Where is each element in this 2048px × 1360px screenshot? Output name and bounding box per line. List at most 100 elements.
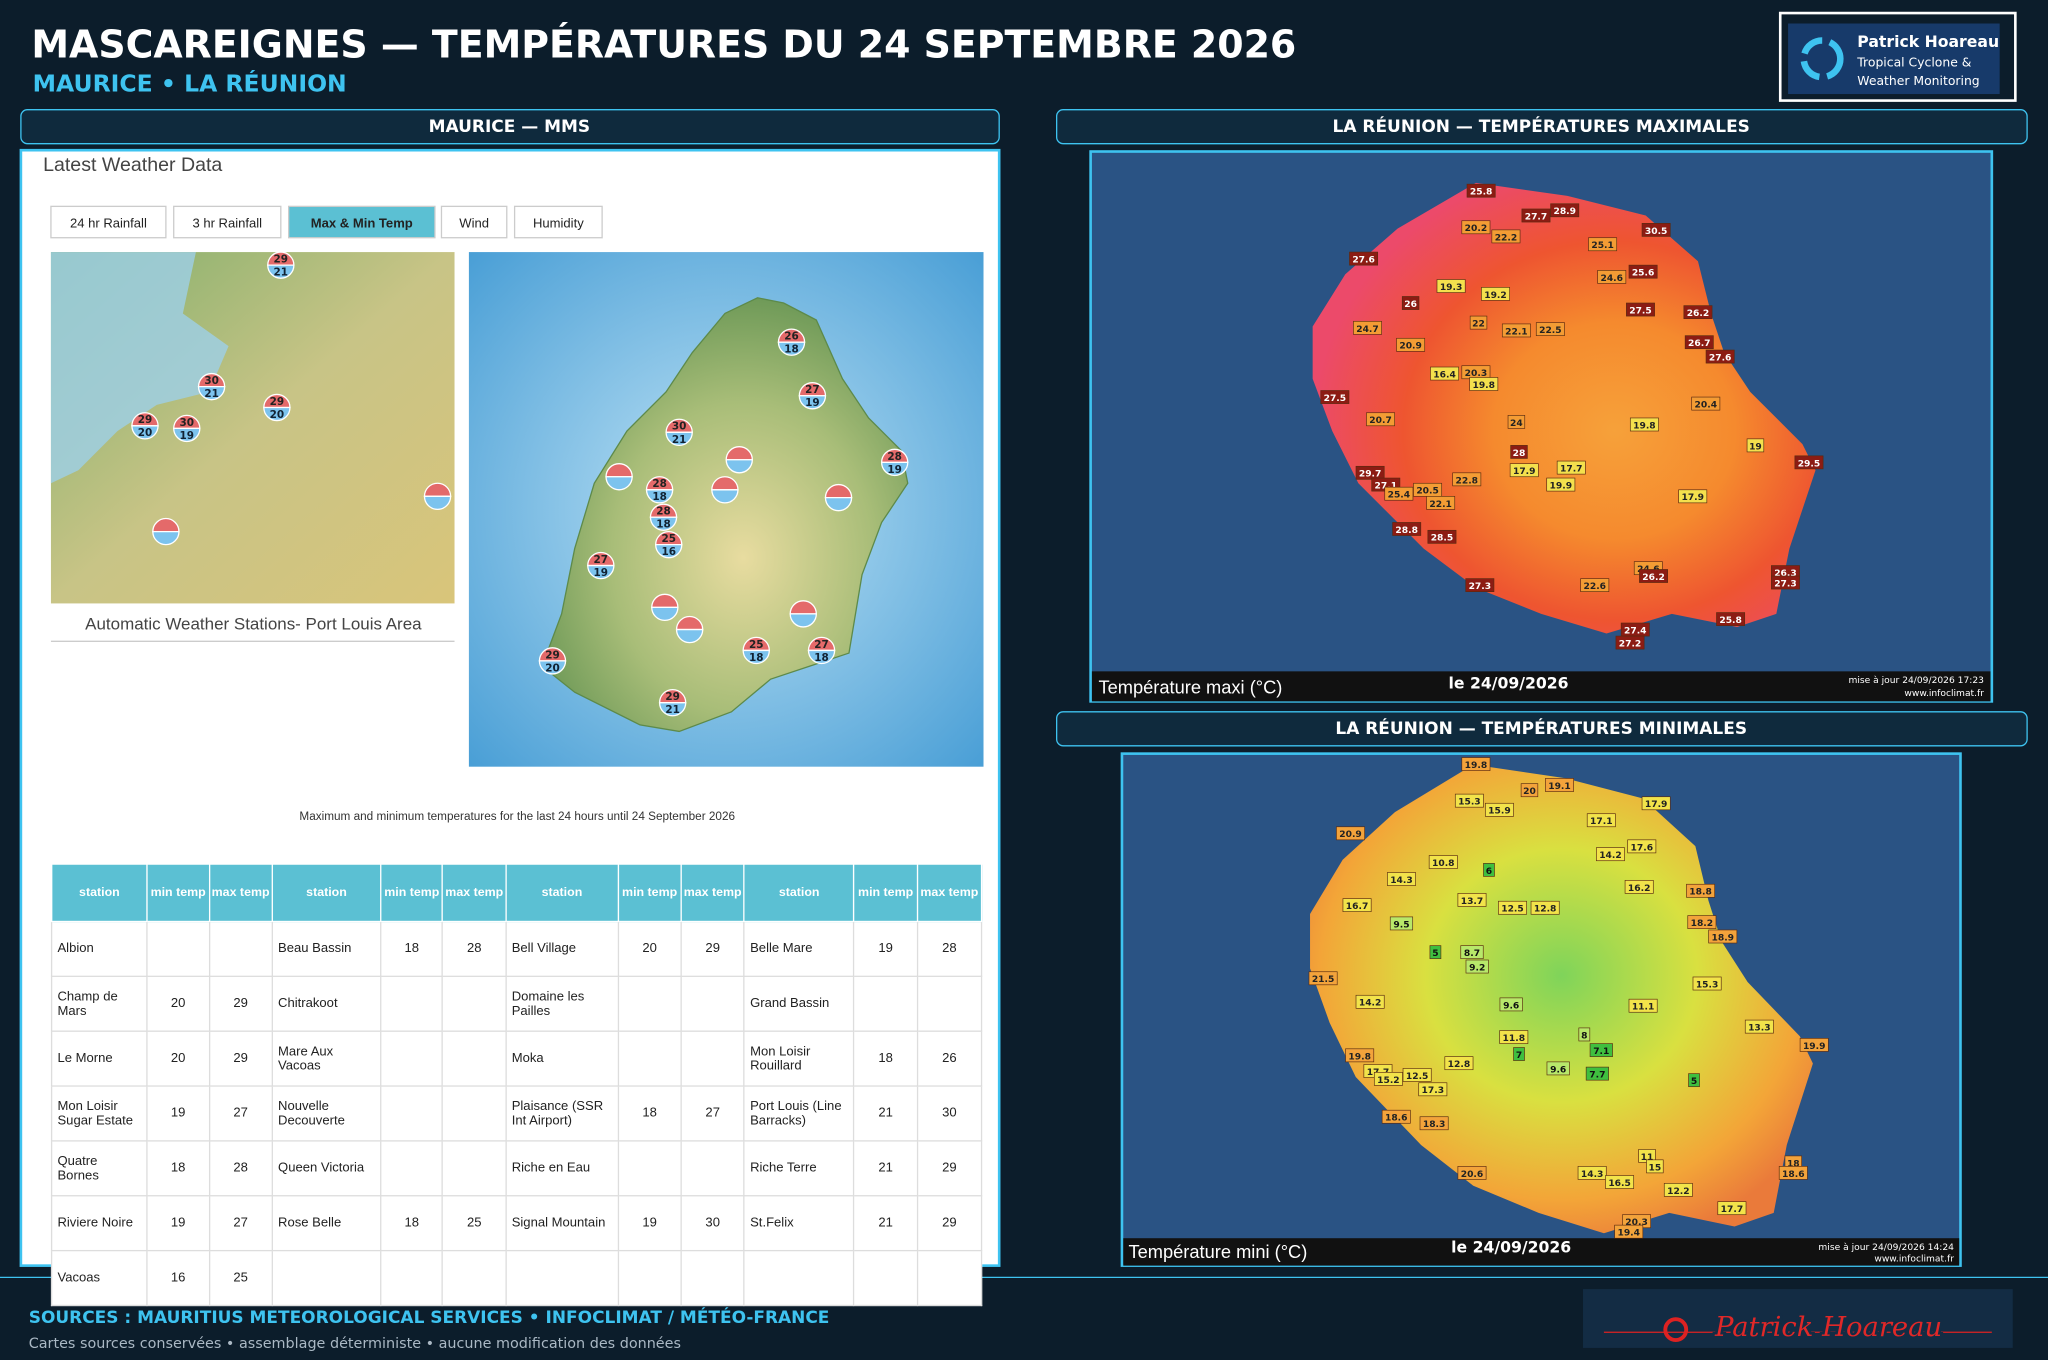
value-label: 26 — [1404, 300, 1417, 310]
column-header: min temp — [146, 863, 210, 923]
label-box — [1586, 813, 1616, 828]
tab-label: 3 hr Rainfall — [192, 215, 262, 230]
value-label: 11 — [1641, 1153, 1654, 1163]
table-row: Riviere Noire 19 27 Rose Belle 18 25 Signal Mo… — [50, 1195, 983, 1252]
value-label: 7 — [1516, 1051, 1522, 1061]
tab[interactable] — [287, 205, 436, 239]
label-box — [1585, 1066, 1609, 1081]
value-label: 20.3 — [1465, 369, 1488, 379]
column-header: station — [50, 863, 148, 923]
min-half — [605, 476, 633, 491]
logo-name: Patrick Hoareau — [1857, 32, 1999, 51]
tab[interactable] — [50, 205, 167, 239]
value-label: 15.3 — [1696, 980, 1719, 990]
table-row: Quatre Bornes 18 28 Queen Victoria Riche en … — [50, 1140, 983, 1197]
min-half — [824, 496, 853, 512]
legend-bar — [1123, 1238, 1960, 1266]
label-box — [1336, 826, 1365, 841]
label-box — [1628, 998, 1658, 1013]
temp-cell: 25 — [442, 1195, 507, 1252]
min-half — [651, 606, 679, 622]
column-header: max temp — [680, 863, 745, 923]
column-header: min temp — [853, 863, 918, 923]
label-box — [1646, 1159, 1664, 1174]
label-box — [1686, 883, 1716, 898]
station-cell: Chitrakoot — [271, 975, 382, 1032]
temp-cell: 18 — [380, 1195, 444, 1252]
column-header: max temp — [208, 863, 273, 923]
label-box — [1597, 270, 1627, 284]
value-label: 19.9 — [1803, 1042, 1826, 1052]
value-label: 15.9 — [1488, 807, 1511, 817]
value-label: 20.7 — [1369, 416, 1392, 426]
tab[interactable] — [173, 205, 282, 239]
label-box — [1530, 900, 1560, 915]
logo-tagline: Weather Monitoring — [1857, 73, 1979, 88]
label-box — [1387, 872, 1416, 886]
label-box — [1355, 994, 1385, 1009]
date: le 24/09/2026 — [1449, 673, 1569, 692]
station-cell: Domaine les Pailles — [505, 975, 619, 1032]
value-label: 14.2 — [1599, 851, 1622, 861]
value-label: 9.2 — [1469, 963, 1485, 973]
value-label: 20.5 — [1416, 487, 1439, 497]
max-half — [742, 636, 770, 652]
table-row: Vacoas 16 25 — [50, 1249, 983, 1307]
value-label: 14.3 — [1581, 1170, 1604, 1180]
label-box — [1465, 578, 1495, 592]
tab[interactable] — [513, 205, 603, 239]
min-label: 18 — [749, 652, 764, 664]
signature-box — [1583, 1289, 2013, 1348]
value-label: 22.1 — [1505, 327, 1528, 337]
label-box — [1778, 1166, 1808, 1180]
value-label: 21.5 — [1312, 975, 1335, 985]
min-half — [789, 613, 817, 628]
station-cell: Signal Mountain — [505, 1195, 619, 1252]
temp-cell — [617, 1249, 682, 1307]
label-box — [1577, 1166, 1607, 1180]
temp-cell: 29 — [208, 1030, 273, 1087]
value-label: 14.2 — [1359, 999, 1382, 1009]
max-half — [263, 393, 291, 409]
value-label: 5 — [1432, 949, 1438, 959]
min-label: 20 — [138, 427, 153, 439]
temp-cell: 21 — [853, 1140, 918, 1197]
station-cell: Port Louis (Line Barracks) — [743, 1085, 855, 1142]
label-box — [1509, 463, 1539, 478]
temp-cell: 27 — [680, 1085, 745, 1142]
max-half — [665, 418, 693, 433]
max-half — [649, 503, 678, 518]
value-label: 29.5 — [1798, 459, 1821, 469]
value-label: 11.8 — [1503, 1034, 1526, 1044]
label-box — [1641, 796, 1671, 811]
map-labels: 25.8 27.7 28.9 20.2 22.2 30.5 25.1 27.6 19.3 24.6… — [1308, 183, 1829, 1239]
label-box — [1684, 335, 1714, 350]
note: Cartes sources conservées • assemblage d… — [29, 1336, 681, 1352]
value-label: 25.4 — [1388, 491, 1411, 501]
station-cell — [271, 1249, 382, 1307]
label-box — [1460, 945, 1484, 960]
value-label: 19.4 — [1617, 1229, 1640, 1239]
label-box — [1627, 839, 1657, 854]
min-label: 21 — [204, 388, 219, 400]
value-label: 19.2 — [1484, 291, 1507, 301]
value-label: 17.9 — [1513, 467, 1536, 477]
temp-cell — [146, 920, 210, 977]
sources: SOURCES : MAURITIUS METEOROLOGICAL SERVI… — [29, 1306, 830, 1328]
tab[interactable] — [440, 205, 508, 239]
value-label: 17.3 — [1422, 1086, 1445, 1096]
label-box — [1373, 1071, 1403, 1086]
temp-cell: 28 — [916, 920, 983, 977]
value-label: 22 — [1472, 320, 1485, 330]
station-cell: Moka — [505, 1030, 619, 1087]
label-box — [1418, 1082, 1448, 1097]
value-label: 12.5 — [1501, 905, 1524, 915]
column-header: max temp — [442, 863, 507, 923]
panel-header — [1055, 109, 2028, 145]
panel-headers: MAURICE — MMS LA RÉUNION — TEMPÉRATURES … — [20, 109, 2028, 747]
value-label: 22.2 — [1495, 233, 1518, 243]
min-label: 18 — [784, 344, 799, 356]
min-label: 21 — [665, 704, 680, 716]
label-box — [1466, 183, 1496, 198]
